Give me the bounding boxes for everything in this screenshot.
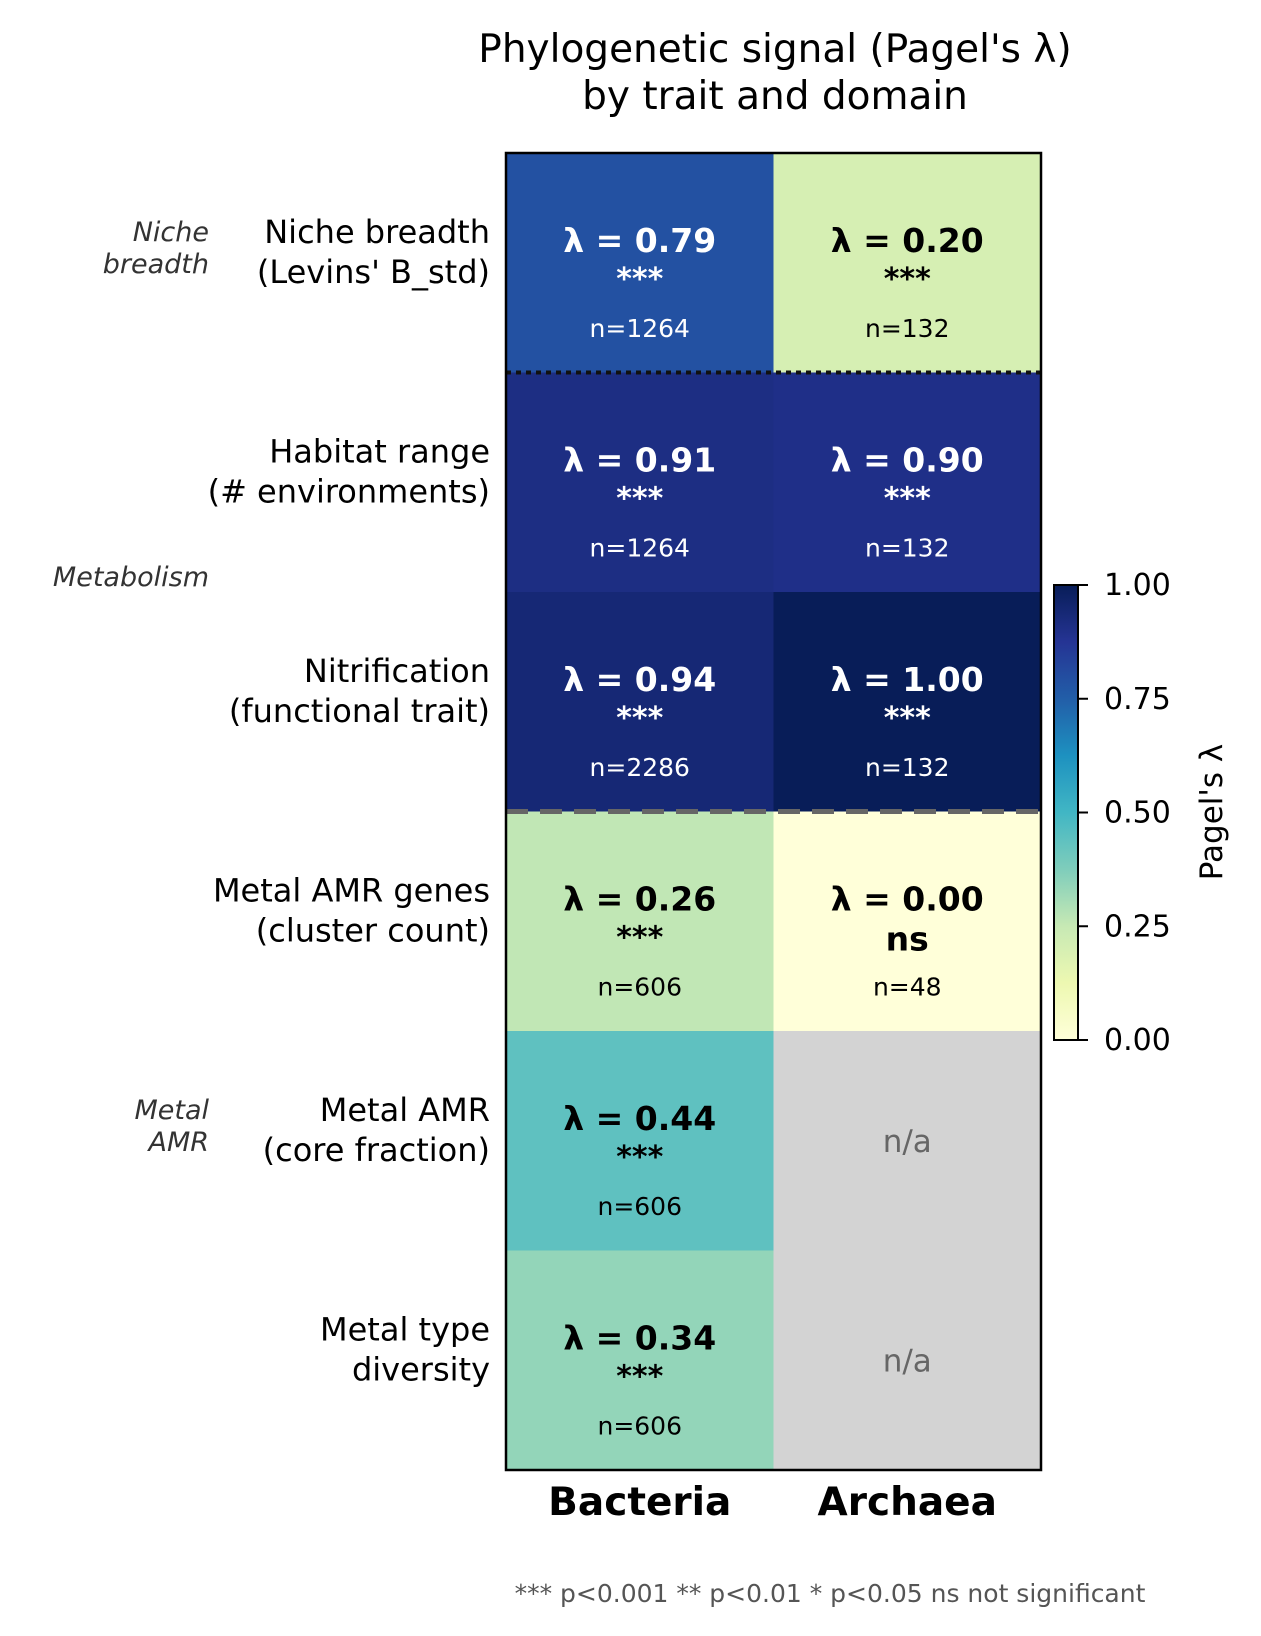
- row-label: Niche breadth (Levins' B_std): [257, 213, 490, 291]
- heatmap-cell: [506, 372, 774, 592]
- cell-lambda-label: λ = 0.44: [563, 1099, 716, 1138]
- heatmap-cell: [773, 1250, 1041, 1470]
- cell-lambda-label: λ = 0.79: [563, 221, 716, 260]
- cell-n-label: n=1264: [590, 533, 690, 562]
- cell-significance: ***: [884, 262, 931, 297]
- cell-lambda-label: λ = 0.26: [563, 879, 716, 918]
- cell-significance: ***: [884, 481, 931, 516]
- significance-footnote: *** p<0.001 ** p<0.01 * p<0.05 ns not si…: [515, 1579, 1146, 1608]
- heatmap-cell: [773, 1031, 1041, 1251]
- cell-n-label: n=606: [597, 1411, 682, 1440]
- cell-n-label: n=132: [865, 314, 950, 343]
- cell-lambda-label: λ = 0.34: [563, 1318, 716, 1357]
- cell-na-label: n/a: [883, 1124, 932, 1160]
- colorbar: 0.00 0.25 0.50 0.75 1.00 Pagel's λ: [1053, 568, 1230, 1058]
- colorbar-tick-label: 0.75: [1104, 682, 1171, 717]
- column-labels: Bacteria Archaea: [548, 1480, 997, 1525]
- cell-n-label: n=606: [597, 1192, 682, 1221]
- colorbar-gradient: [1053, 584, 1079, 1041]
- plot-frame: [504, 151, 1043, 1472]
- cell-significance: ***: [616, 1140, 663, 1175]
- cell-n-label: n=1264: [590, 314, 690, 343]
- heatmap-cell: [773, 153, 1041, 373]
- heatmap-cell: [773, 592, 1041, 812]
- row-label: Metal type diversity: [320, 1310, 490, 1388]
- cell-significance: ***: [884, 701, 931, 736]
- colorbar-tick-label: 0.00: [1104, 1023, 1171, 1058]
- colorbar-label: Pagel's λ: [1194, 744, 1230, 881]
- group-separators: [506, 370, 1041, 814]
- cell-significance: ns: [886, 919, 929, 958]
- cell-lambda-label: λ = 0.94: [563, 660, 716, 699]
- cell-significance: ***: [616, 262, 663, 297]
- row-labels: Niche breadth (Levins' B_std) Habitat rang…: [208, 213, 490, 1389]
- heatmap-cell: [506, 811, 774, 1031]
- heatmap-cell: [506, 1031, 774, 1251]
- row-label: Metal AMR (core fraction): [263, 1091, 490, 1169]
- cell-n-label: n=132: [865, 533, 950, 562]
- row-label: Habitat range (# environments): [208, 432, 490, 510]
- cell-lambda-label: λ = 1.00: [831, 660, 984, 699]
- chart-title: Phylogenetic signal (Pagel's λ) by trait …: [478, 27, 1071, 119]
- row-label: Nitrification (functional trait): [229, 652, 490, 730]
- group-labels: Niche breadth Metabolism Metal AMR: [53, 217, 210, 1158]
- cell-significance: ***: [616, 481, 663, 516]
- cell-n-label: n=2286: [590, 753, 690, 782]
- column-label: Bacteria: [548, 1480, 731, 1525]
- heatmap-cell: [506, 592, 774, 812]
- cell-lambda-label: λ = 0.91: [563, 440, 716, 479]
- colorbar-ticks: 0.00 0.25 0.50 0.75 1.00: [1078, 568, 1171, 1058]
- group-label: Metabolism: [53, 562, 209, 593]
- group-label: Metal AMR: [134, 1095, 209, 1158]
- cell-lambda-label: λ = 0.20: [831, 221, 984, 260]
- heatmap-cell: [506, 153, 774, 373]
- cell-significance: ***: [616, 1359, 663, 1394]
- cell-na-label: n/a: [883, 1343, 932, 1379]
- column-label: Archaea: [818, 1480, 997, 1525]
- cell-lambda-label: λ = 0.90: [831, 440, 984, 479]
- heatmap-cell: [506, 1250, 774, 1470]
- colorbar-tick-label: 0.25: [1104, 909, 1171, 944]
- cell-n-label: n=606: [597, 972, 682, 1001]
- cell-lambda-label: λ = 0.00: [831, 879, 984, 918]
- heatmap-cell: [773, 372, 1041, 592]
- cell-significance: ***: [616, 920, 663, 955]
- colorbar-tick-label: 1.00: [1104, 568, 1171, 603]
- group-label: Niche breadth: [103, 217, 209, 280]
- row-label: Metal AMR genes (cluster count): [213, 871, 490, 949]
- cell-n-label: n=132: [865, 753, 950, 782]
- heatmap-cell: [773, 811, 1041, 1031]
- cell-significance: ***: [616, 701, 663, 736]
- cell-n-label: n=48: [873, 972, 942, 1001]
- colorbar-tick-label: 0.50: [1104, 796, 1171, 831]
